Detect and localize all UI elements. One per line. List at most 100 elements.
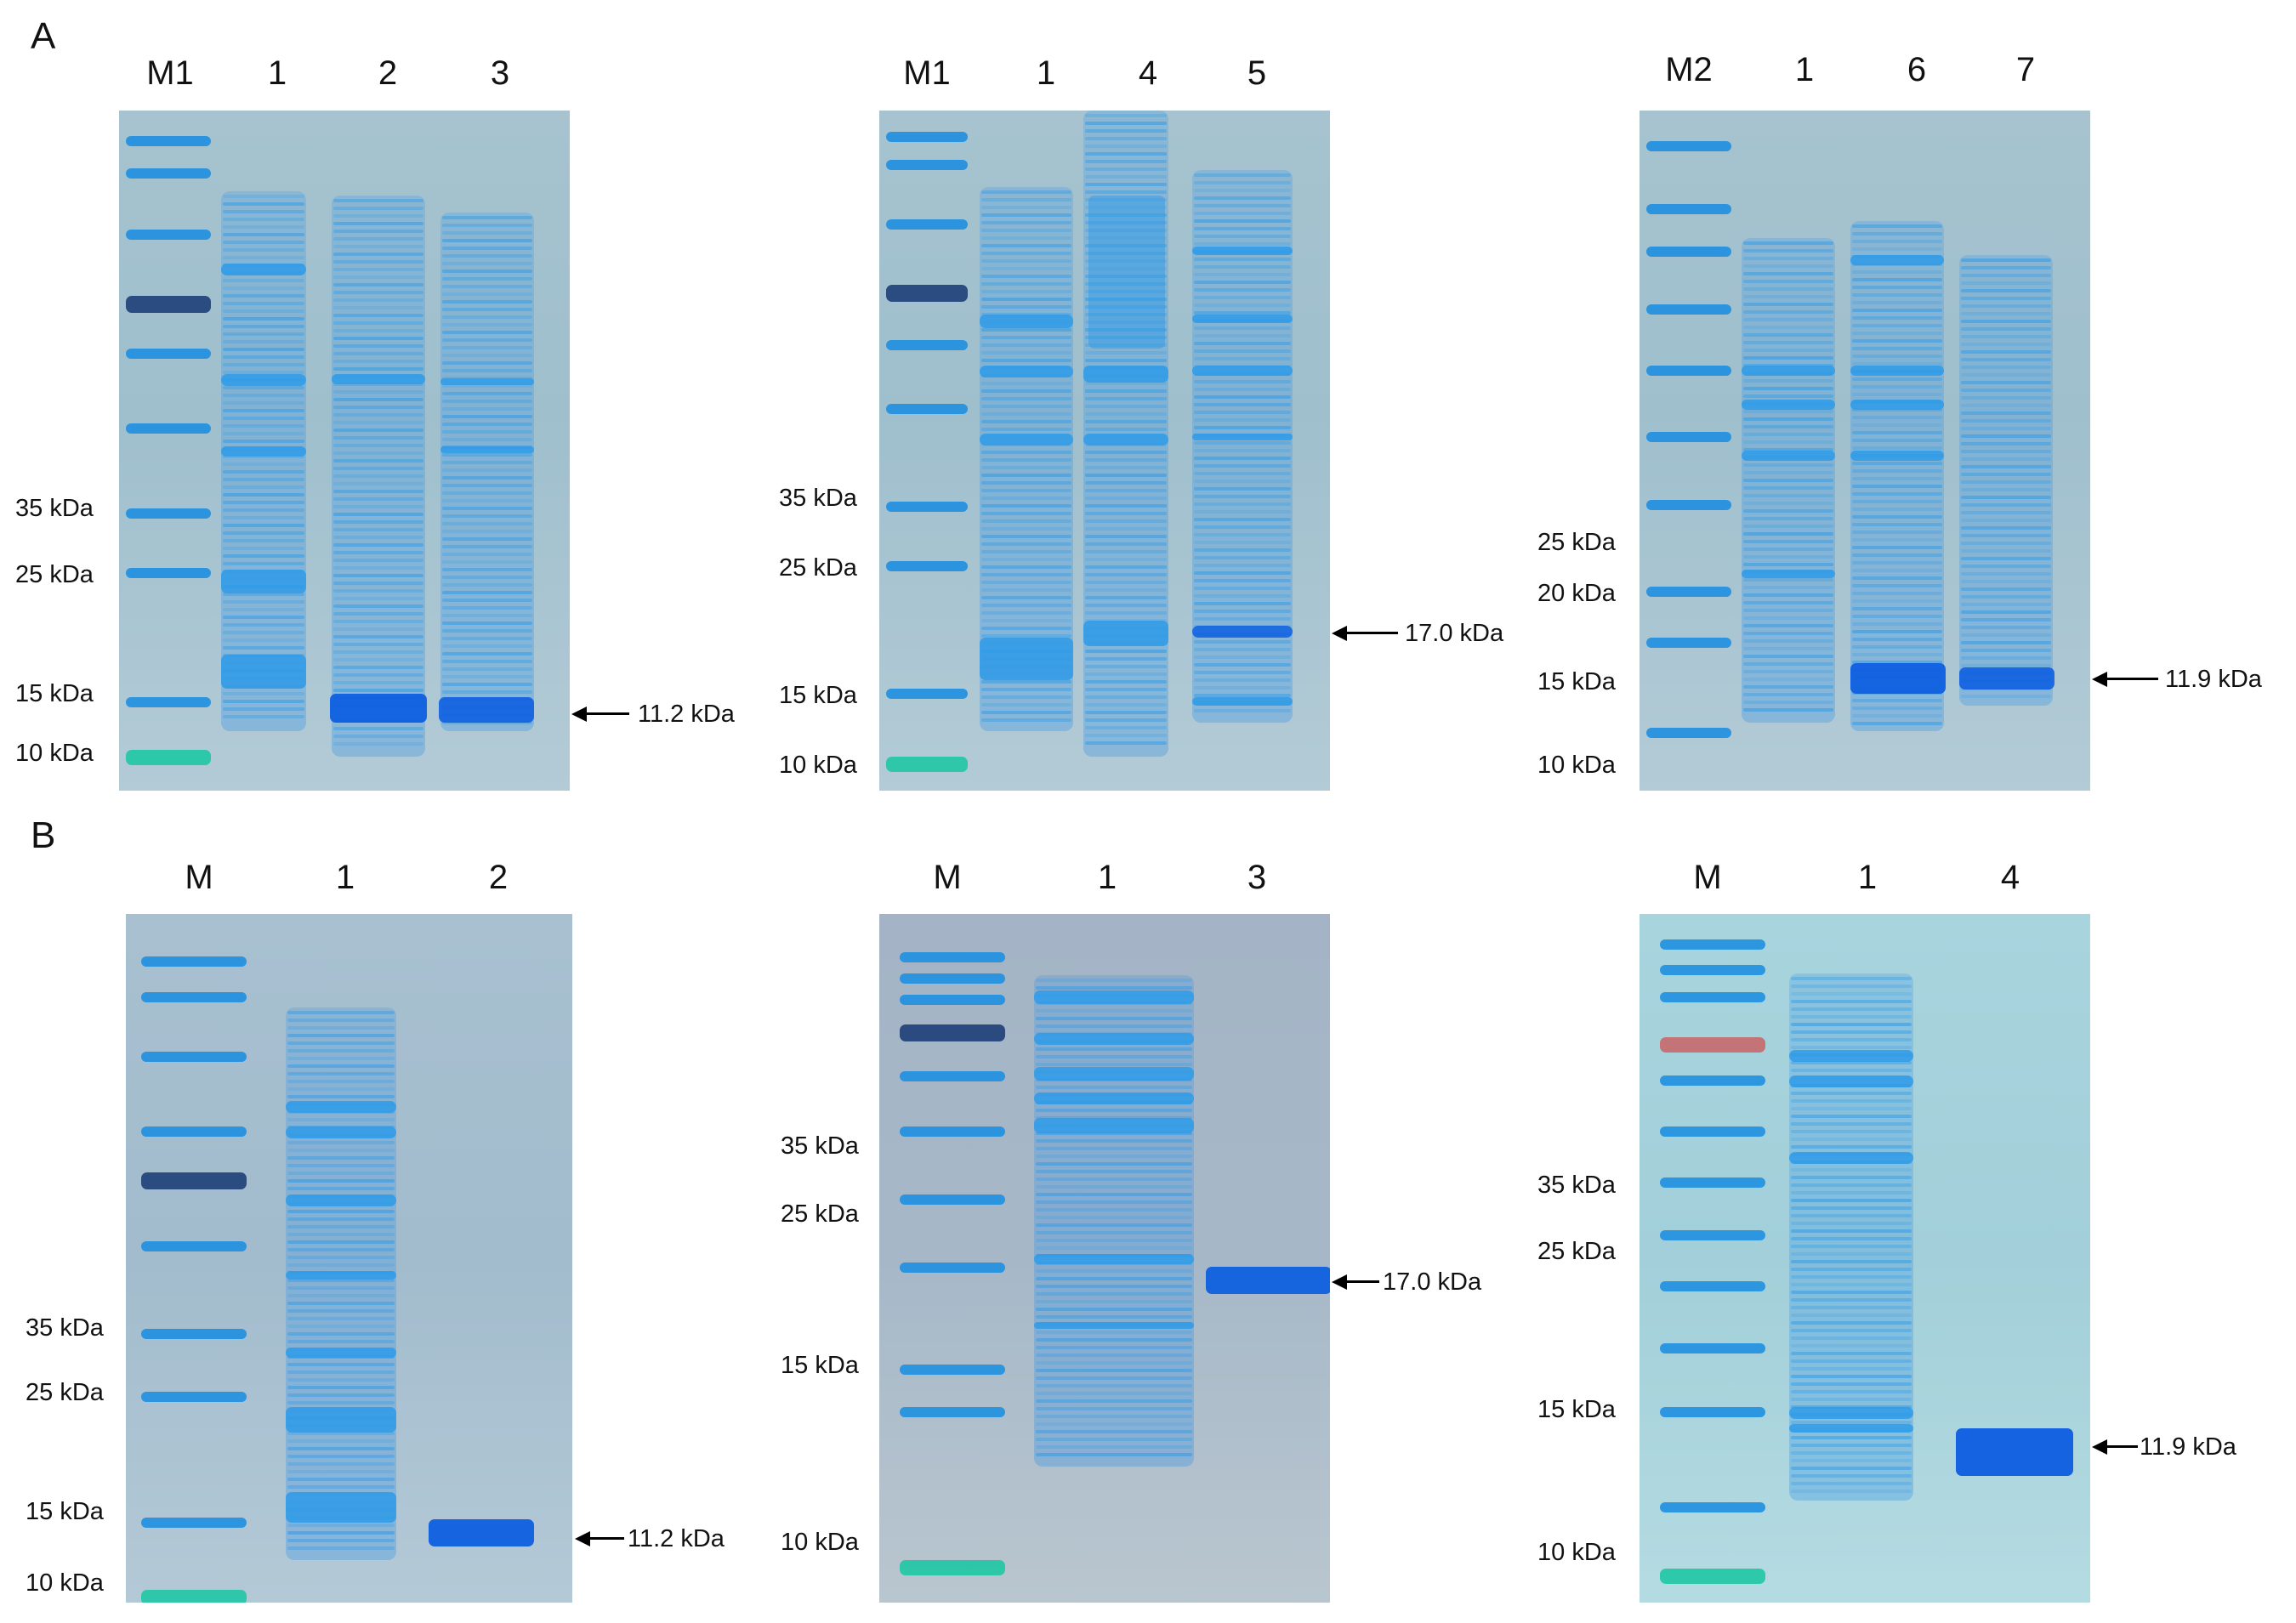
lysate-band [333,406,423,409]
lysate-band [1961,343,2051,346]
lysate-band [1036,1384,1192,1387]
lysate-band [1791,1069,1912,1072]
lysate-band [1961,641,2051,644]
lysate-band [223,707,304,711]
lysate-band [442,599,532,602]
lysate-band [333,574,423,577]
lysate-band [1192,366,1293,376]
lysate-band [333,597,423,600]
lysate-band [1036,1246,1192,1250]
lysate-band [1852,316,1942,320]
lysate-band [1034,1067,1194,1081]
arrow-line [588,1537,624,1540]
lysate-band [333,352,423,355]
lysate-band [1194,227,1291,230]
lysate-band [1743,349,1833,352]
lysate-band [442,690,532,694]
lysate-band [1085,581,1167,584]
lysate-band [981,634,1071,638]
lysate-band [1194,594,1291,598]
gel-a3 [1640,111,2090,791]
lysate-band [1852,324,1942,327]
lane-label: 6 [1907,51,1927,88]
lane-label: 1 [267,54,287,92]
lysate-band [442,484,532,487]
lysate-band [1743,448,1833,451]
lysate-band [223,478,304,481]
mw-marker-label: 15 kDa [26,1498,104,1525]
lysate-band [442,415,532,418]
lysate-band [1036,1047,1192,1051]
lysate-band [1852,362,1942,366]
lysate-band [1194,288,1291,292]
lysate-band [1961,587,2051,591]
mw-marker-label: 15 kDa [781,1352,859,1379]
lysate-band [333,329,423,332]
lysate-band [1852,569,1942,572]
lysate-band [333,505,423,508]
lysate-band [1791,1222,1912,1225]
lysate-band [286,1195,396,1206]
lysate-band [1034,1322,1194,1329]
lysate-band [1194,678,1291,682]
lysate-band [287,1393,395,1397]
ladder-band [886,404,968,414]
lysate-band [333,635,423,638]
lysate-band [1036,1415,1192,1418]
lysate-band [333,344,423,348]
lysate-band [442,560,532,564]
lysate-band [333,689,423,692]
lysate-band [1961,534,2051,537]
lysate-band [442,545,532,548]
lysate-band [1194,296,1291,299]
lysate-band [1743,609,1833,612]
ladder-band [126,697,211,707]
lysate-band [981,428,1071,431]
lysate-band [1085,703,1167,707]
lysate-band [223,302,304,305]
lysate-band [223,539,304,542]
lysate-band [1791,1336,1912,1340]
arrow-head-icon [571,707,587,722]
lane-label: 1 [1036,54,1056,92]
lysate-band [333,390,423,394]
lane-smear [440,213,534,731]
mw-marker-label: 15 kDa [15,680,94,707]
ladder-band [126,750,211,765]
arrow-head-icon [2092,1439,2107,1455]
lysate-band [1085,167,1167,171]
lysate-band [1194,403,1291,406]
target-band [429,1519,534,1546]
lysate-band [287,1187,395,1190]
lysate-band [1743,586,1833,589]
lysate-band [1743,593,1833,597]
lysate-band [442,300,532,304]
lysate-band [1743,708,1833,712]
lysate-band [287,1172,395,1175]
lysate-band [442,491,532,495]
lane-label: 1 [1097,859,1117,896]
lysate-band [981,688,1071,691]
lysate-band [286,1271,396,1280]
lysate-band [1194,464,1291,468]
lysate-band [333,398,423,401]
lysate-band [1961,626,2051,629]
lysate-band [981,573,1071,576]
lysate-band [1961,519,2051,522]
lysate-band [287,1332,395,1336]
lysate-band [333,451,423,455]
lysate-band [1085,129,1167,133]
lysate-band [1961,603,2051,606]
lysate-band [442,468,532,472]
arrow-head-icon [1332,1274,1347,1290]
lysate-band [1194,449,1291,452]
lysate-band [1085,145,1167,148]
lysate-band [1961,465,2051,468]
lysate-band [1743,655,1833,658]
lysate-band [223,562,304,565]
lysate-band [1791,1329,1912,1332]
lysate-band [1743,471,1833,474]
lysate-band [1036,1009,1192,1013]
lysate-band [1085,190,1167,194]
lysate-band [1743,517,1833,520]
